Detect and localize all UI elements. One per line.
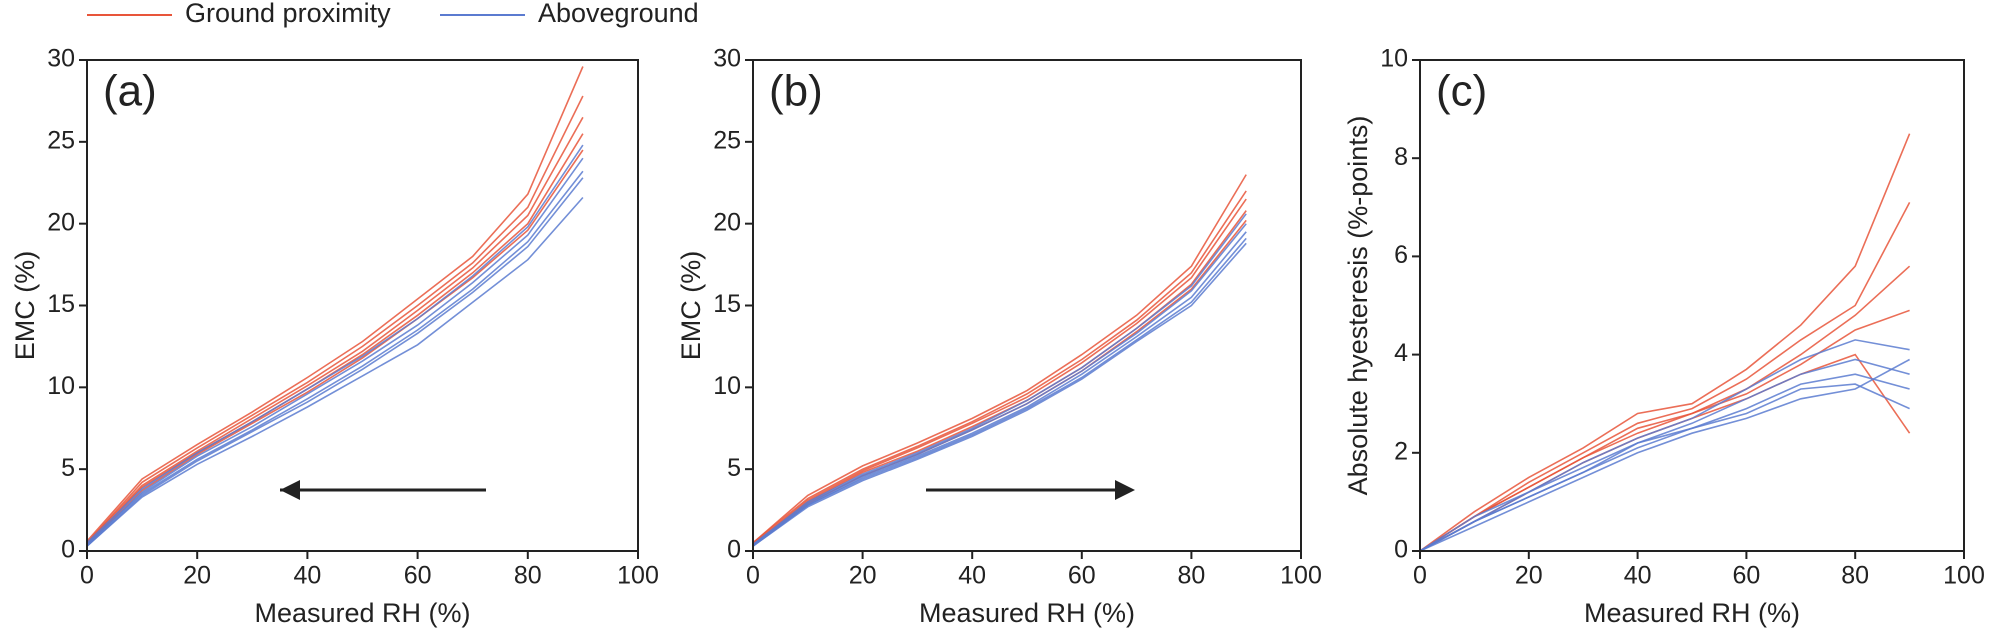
data-line xyxy=(1419,339,1910,552)
x-tick-label: 0 xyxy=(746,562,760,590)
data-line xyxy=(86,66,584,542)
x-tick-label: 20 xyxy=(849,562,877,590)
plot-frame xyxy=(1419,59,1965,552)
y-tick-label: 15 xyxy=(47,290,75,318)
x-tick-label: 100 xyxy=(1943,562,1985,590)
y-tick-label: 10 xyxy=(47,372,75,400)
x-tick-label: 20 xyxy=(183,562,211,590)
data-line xyxy=(86,177,584,547)
data-line xyxy=(752,213,1247,546)
y-axis-label: EMC (%) xyxy=(10,251,40,361)
data-line xyxy=(86,170,584,546)
x-axis-label: Measured RH (%) xyxy=(1584,598,1800,628)
x-tick-label: 20 xyxy=(1515,562,1543,590)
y-tick-label: 4 xyxy=(1394,339,1408,367)
x-tick-label: 40 xyxy=(958,562,986,590)
data-line xyxy=(752,242,1247,547)
y-tick-label: 30 xyxy=(47,45,75,73)
y-tick-label: 0 xyxy=(727,536,741,564)
y-tick-label: 0 xyxy=(61,536,75,564)
panel-label: (c) xyxy=(1436,67,1487,116)
x-axis-label: Measured RH (%) xyxy=(254,598,470,628)
data-line xyxy=(1419,358,1910,552)
y-tick-label: 30 xyxy=(713,45,741,73)
arrow-head xyxy=(280,480,300,500)
x-tick-label: 40 xyxy=(1624,562,1652,590)
x-tick-label: 80 xyxy=(1177,562,1205,590)
data-line xyxy=(86,149,584,546)
data-line xyxy=(86,116,584,544)
y-tick-label: 15 xyxy=(713,290,741,318)
x-axis-label: Measured RH (%) xyxy=(919,598,1135,628)
data-line xyxy=(86,196,584,547)
x-tick-label: 0 xyxy=(1413,562,1427,590)
x-tick-label: 100 xyxy=(617,562,659,590)
data-line xyxy=(1419,202,1911,552)
y-tick-label: 20 xyxy=(47,208,75,236)
y-axis-label: EMC (%) xyxy=(676,251,706,361)
y-tick-label: 0 xyxy=(1394,536,1408,564)
panel-label: (b) xyxy=(769,67,823,116)
x-tick-label: 60 xyxy=(1732,562,1760,590)
legend-label: Aboveground xyxy=(538,0,699,28)
y-tick-label: 6 xyxy=(1394,241,1408,269)
data-line xyxy=(86,144,584,544)
y-tick-label: 5 xyxy=(727,454,741,482)
x-tick-label: 0 xyxy=(80,562,94,590)
x-tick-label: 80 xyxy=(1841,562,1869,590)
x-tick-label: 60 xyxy=(1068,562,1096,590)
data-line xyxy=(752,237,1247,547)
x-tick-label: 40 xyxy=(293,562,321,590)
data-line xyxy=(1419,309,1910,552)
y-tick-label: 2 xyxy=(1394,437,1408,465)
data-line xyxy=(752,223,1247,546)
y-tick-label: 20 xyxy=(713,208,741,236)
data-line xyxy=(1419,358,1910,552)
legend-label: Ground proximity xyxy=(185,0,391,28)
y-tick-label: 10 xyxy=(713,372,741,400)
y-tick-label: 25 xyxy=(47,126,75,154)
data-line xyxy=(752,174,1247,544)
data-line xyxy=(752,190,1247,544)
x-tick-label: 60 xyxy=(404,562,432,590)
data-line xyxy=(1419,133,1911,552)
data-line xyxy=(86,95,584,544)
panel-label: (a) xyxy=(103,67,157,116)
y-tick-label: 8 xyxy=(1394,143,1408,171)
plot-frame xyxy=(86,59,639,552)
data-line xyxy=(1419,383,1910,552)
data-line xyxy=(752,198,1247,546)
plot-frame xyxy=(752,59,1302,552)
data-line xyxy=(86,157,584,546)
data-line xyxy=(1419,353,1911,552)
y-tick-label: 25 xyxy=(713,126,741,154)
data-line xyxy=(752,231,1247,547)
x-tick-label: 100 xyxy=(1280,562,1322,590)
y-tick-label: 5 xyxy=(61,454,75,482)
y-tick-label: 10 xyxy=(1380,45,1408,73)
arrow-head xyxy=(1115,480,1135,500)
y-axis-label: Absolute hyesteresis (%-points) xyxy=(1343,116,1373,496)
x-tick-label: 80 xyxy=(514,562,542,590)
data-line xyxy=(1419,373,1910,552)
